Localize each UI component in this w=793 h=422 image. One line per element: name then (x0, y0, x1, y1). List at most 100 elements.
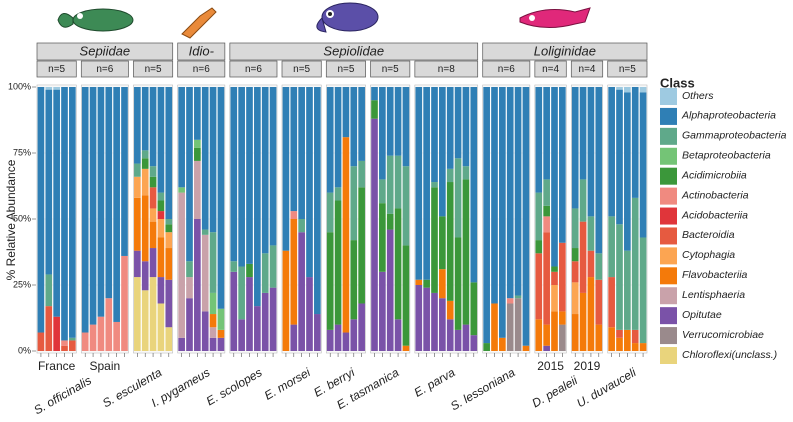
bar-segment (608, 87, 615, 217)
species-label: E. scolopes (204, 365, 265, 408)
bar-segment (506, 298, 514, 304)
family-strip (482, 42, 648, 61)
n-strip (281, 60, 322, 78)
bar-segment (350, 319, 358, 351)
bar-segment (209, 232, 217, 293)
bar-segment (595, 253, 603, 280)
bar-segment (81, 87, 89, 333)
legend-swatch (660, 247, 677, 265)
bar-segment (551, 266, 558, 272)
bar-segment (379, 87, 386, 180)
bar-segment (551, 87, 558, 267)
loligo-icon (519, 7, 591, 28)
bar-segment (194, 219, 201, 351)
bar-segment (543, 232, 550, 325)
bar-segment (134, 163, 141, 177)
bar-segment (61, 345, 68, 351)
bar-segment (105, 87, 113, 299)
bar-segment (186, 277, 193, 299)
bar-segment (506, 87, 514, 299)
bar-segment (165, 87, 173, 219)
bar-segment (141, 87, 149, 151)
species-label: E. parva (412, 365, 458, 400)
bobtail-icon (316, 2, 379, 33)
legend-swatch (660, 307, 677, 325)
bar-segment (290, 211, 298, 219)
bar-segment (134, 250, 141, 278)
bar-segment (551, 271, 558, 285)
y-tick-label: 75% (13, 147, 31, 157)
bar-segment (491, 303, 498, 351)
n-label: n=6 (193, 64, 210, 75)
bar-segment (209, 327, 217, 338)
bar-segment (246, 263, 253, 278)
bar-segment (298, 219, 305, 233)
bar-segment (194, 147, 201, 161)
bar-segment (394, 87, 402, 156)
bar-segment (535, 319, 543, 351)
n-strip (133, 60, 174, 78)
bar-segment (134, 87, 141, 164)
bar-segment (217, 329, 225, 338)
legend-label: Bacteroidia (682, 229, 735, 241)
bar-segment (178, 87, 185, 188)
n-strip (570, 60, 604, 78)
n-label: n=5 (293, 64, 310, 75)
bar-segment (423, 287, 430, 351)
bar-segment (371, 87, 378, 101)
bar-segment (298, 232, 305, 351)
bar-segment (246, 277, 253, 351)
bar-segment (254, 306, 261, 351)
bar-segment (386, 87, 394, 156)
bar-segment (423, 279, 430, 288)
bar-segment (121, 87, 128, 256)
bar-segment (431, 87, 438, 183)
bar-segment (587, 250, 595, 278)
bar-segment (165, 232, 173, 249)
cuttlefish-icon (57, 8, 134, 32)
bar-segment (446, 182, 454, 301)
bar-segment (141, 168, 149, 196)
bar-segment (157, 211, 165, 219)
bar-segment (624, 329, 631, 351)
bar-segment (394, 155, 402, 209)
bar-segment (631, 329, 639, 344)
bar-segment (306, 277, 313, 351)
bar-segment (149, 166, 157, 177)
bar-segment (431, 187, 438, 293)
bar-segment (491, 87, 498, 304)
bar-segment (165, 279, 173, 328)
bar-segment (45, 306, 53, 351)
legend-label: Opitutae (682, 309, 722, 321)
bar-segment (371, 118, 378, 352)
bar-segment (454, 158, 462, 238)
bar-segment (454, 237, 462, 330)
bar-segment (439, 269, 446, 299)
bar-segment (157, 87, 165, 193)
bar-segment (89, 324, 97, 351)
bar-segment (37, 332, 45, 351)
panel-sublabel: 2019 (574, 359, 601, 373)
bar-segment (624, 87, 631, 93)
bar-segment (571, 248, 579, 262)
bar-segment (209, 87, 217, 233)
bar-segment (157, 277, 165, 304)
bar-segment (631, 343, 639, 351)
bar-segment (402, 166, 410, 246)
bar-segment (230, 271, 238, 351)
n-label: n=5 (145, 64, 162, 75)
legend-swatch (660, 347, 677, 364)
bar-segment (423, 87, 430, 280)
bar-segment (431, 292, 438, 351)
bar-segment (105, 298, 113, 351)
bar-segment (415, 285, 423, 351)
bar-segment (69, 87, 76, 338)
bar-segment (386, 213, 394, 230)
species-label: S. officinalis (31, 373, 93, 417)
bar-segment (402, 87, 410, 167)
bar-segment (559, 324, 566, 351)
bar-segment (631, 197, 639, 330)
bar-segment (639, 343, 647, 351)
bar-segment (217, 337, 225, 351)
